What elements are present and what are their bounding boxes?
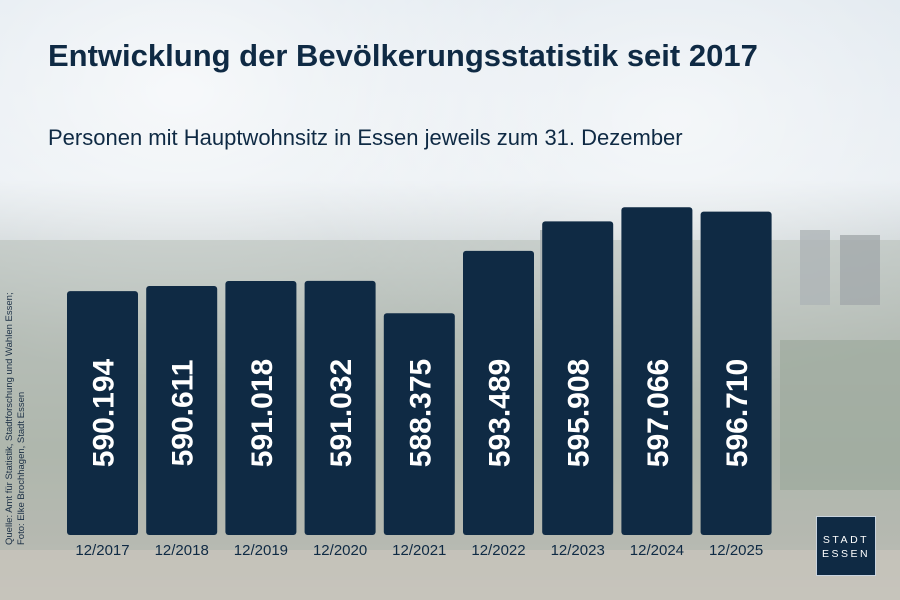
x-tick-label: 12/2025: [709, 542, 763, 559]
source-line: Quelle: Amt für Statistik, Stadtforschun…: [4, 292, 15, 545]
data-label: 591.032: [325, 359, 358, 467]
page-subtitle: Personen mit Hauptwohnsitz in Essen jewe…: [48, 125, 683, 150]
data-label: 593.489: [484, 359, 517, 467]
data-label: 596.710: [721, 359, 754, 467]
x-tick-label: 12/2018: [155, 542, 209, 559]
bar-12/2021: [383, 313, 455, 535]
bar-12/2019: [225, 281, 297, 535]
bar-12/2017: [67, 291, 138, 535]
bar-12/2020: [304, 280, 376, 535]
data-label: 597.066: [642, 359, 675, 467]
x-tick-label: 12/2020: [313, 542, 367, 559]
logo-line: STADT: [822, 534, 870, 546]
x-tick-label: 12/2019: [234, 542, 288, 559]
page-title: Entwicklung der Bevölkerungsstatistik se…: [48, 38, 758, 73]
data-label: 590.194: [88, 358, 121, 467]
data-label: 590.611: [167, 360, 200, 467]
bar-12/2018: [146, 285, 218, 535]
bar-12/2025: [700, 211, 772, 535]
bar-12/2024: [621, 207, 693, 535]
x-tick-label: 12/2024: [630, 542, 684, 559]
source-note: Quelle: Amt für Statistik, Stadtforschun…: [4, 292, 28, 545]
x-tick-label: 12/2021: [392, 542, 446, 559]
bar-12/2022: [463, 250, 534, 535]
x-tick-label: 12/2023: [551, 542, 605, 559]
data-label: 591.018: [246, 359, 279, 467]
x-tick-label: 12/2022: [471, 542, 525, 559]
x-tick-label: 12/2017: [75, 542, 129, 559]
photo-credit: Foto: Elke Brochhagen, Stadt Essen: [16, 391, 27, 545]
bar-12/2023: [542, 221, 614, 535]
data-label: 595.908: [563, 359, 596, 467]
data-label: 588.375: [404, 359, 437, 467]
logo-line: ESSEN: [821, 548, 871, 560]
stadt-essen-logo: STADT ESSEN: [816, 516, 876, 576]
